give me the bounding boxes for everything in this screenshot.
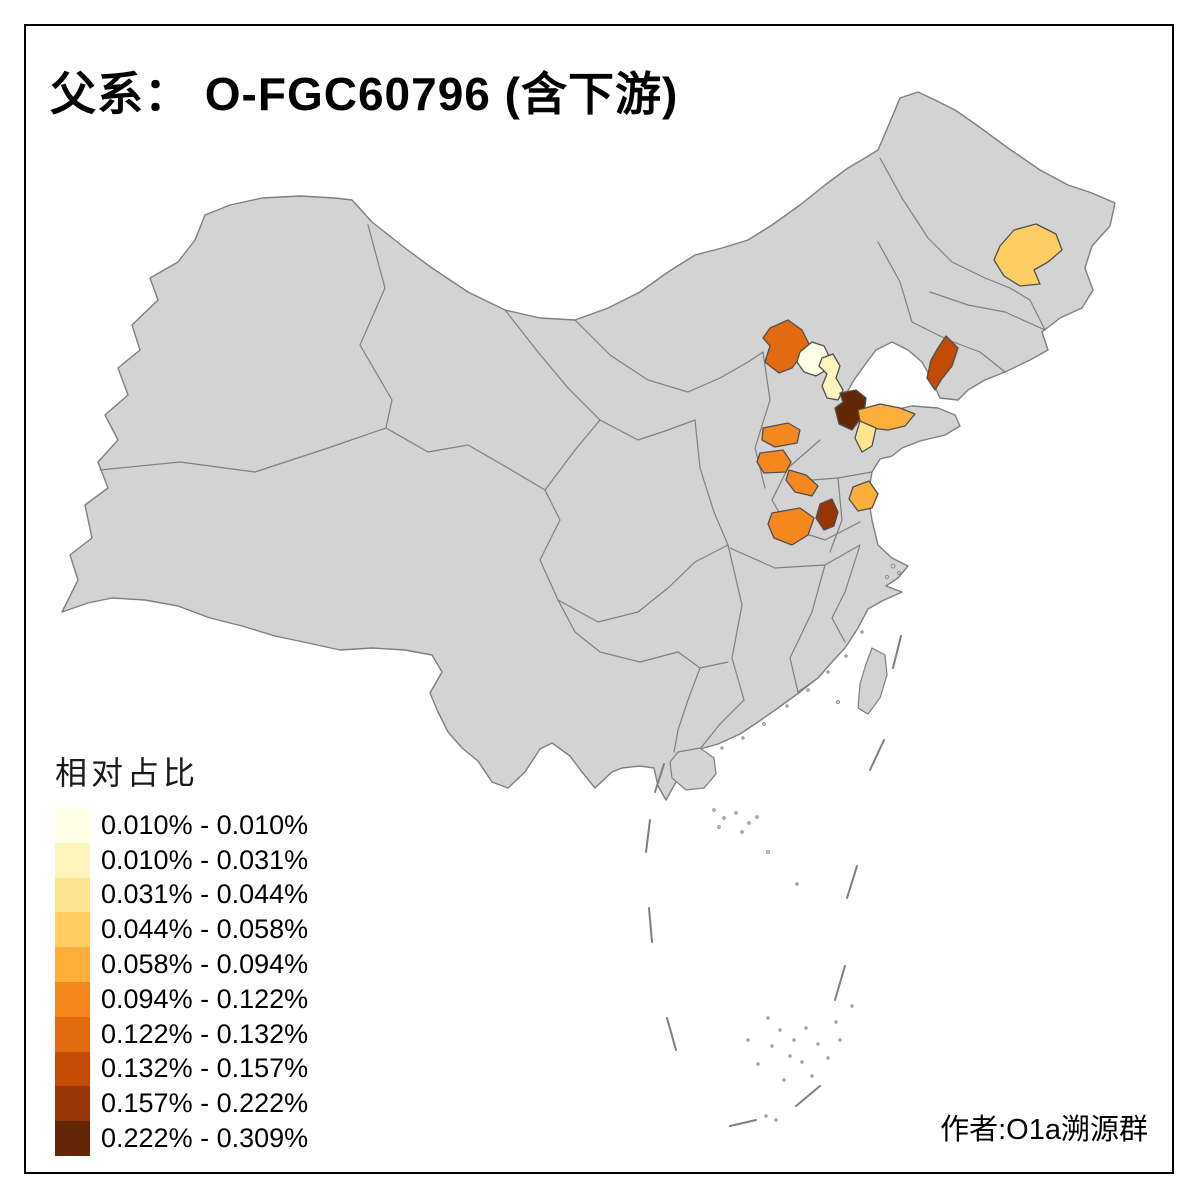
- legend-color-swatch: [55, 912, 90, 948]
- region-heilongjiang-central: [993, 223, 1063, 287]
- legend-label: 0.010% - 0.031%: [101, 844, 309, 875]
- legend-label: 0.010% - 0.010%: [101, 809, 309, 840]
- legend-label: 0.157% - 0.222%: [101, 1088, 309, 1119]
- legend-label: 0.132% - 0.157%: [101, 1053, 309, 1084]
- legend-item: 0.132% - 0.157%: [55, 1051, 309, 1087]
- legend-title: 相对占比: [55, 755, 200, 791]
- region-henan-north: [785, 469, 819, 497]
- legend-color-swatch: [55, 877, 90, 913]
- region-liaoning-south-peninsula: [926, 335, 959, 391]
- author-credit: 作者:O1a溯源群: [940, 1114, 1148, 1146]
- legend-label: 0.122% - 0.132%: [101, 1018, 309, 1049]
- legend: 相对占比 0.010% - 0.010% 0.010% - 0.031% 0.031…: [55, 748, 308, 1156]
- legend-item: 0.010% - 0.010%: [55, 808, 308, 843]
- legend-label: 0.031% - 0.044%: [101, 879, 309, 910]
- legend-item: 0.010% - 0.031%: [55, 842, 309, 878]
- region-anhui-north: [848, 480, 879, 512]
- legend-item: 0.222% - 0.309%: [55, 1121, 308, 1156]
- hainan-shape: [669, 747, 717, 791]
- legend-item: 0.031% - 0.044%: [55, 877, 309, 913]
- legend-color-swatch: [55, 947, 90, 982]
- region-hebei-southeast-coastal: [834, 389, 867, 431]
- taiwan-shape: [857, 647, 888, 715]
- region-tianjin: [818, 353, 844, 401]
- mainland-china-shape: [61, 91, 1116, 801]
- legend-label: 0.044% - 0.058%: [101, 914, 309, 945]
- legend-color-swatch: [55, 981, 90, 1017]
- legend-item: 0.058% - 0.094%: [55, 947, 308, 982]
- region-henan-west: [767, 507, 815, 546]
- legend-item: 0.122% - 0.132%: [55, 1016, 309, 1052]
- legend-color-swatch: [55, 1121, 90, 1156]
- region-shanxi-east: [761, 422, 801, 448]
- region-shanxi-southeast: [756, 449, 792, 474]
- legend-color-swatch: [55, 1051, 90, 1087]
- legend-label: 0.222% - 0.309%: [101, 1123, 309, 1154]
- island-specks: [712, 563, 901, 1122]
- nine-dash-line: [645, 635, 902, 1127]
- legend-item: 0.157% - 0.222%: [55, 1086, 309, 1122]
- legend-color-swatch: [55, 1086, 90, 1122]
- legend-label: 0.058% - 0.094%: [101, 949, 309, 980]
- legend-color-swatch: [55, 842, 90, 878]
- legend-item: 0.044% - 0.058%: [55, 912, 309, 948]
- legend-color-swatch: [55, 808, 90, 843]
- legend-color-swatch: [55, 1016, 90, 1052]
- region-shandong-peninsula-south: [854, 420, 877, 453]
- region-hebei-northwest: [762, 319, 811, 374]
- page-title: 父系： O-FGC60796 (含下游): [50, 68, 679, 120]
- legend-label: 0.094% - 0.122%: [101, 983, 309, 1014]
- legend-items: 0.010% - 0.010% 0.010% - 0.031% 0.031% - 0…: [55, 808, 308, 1156]
- region-henan-central: [815, 498, 839, 531]
- legend-item: 0.094% - 0.122%: [55, 981, 309, 1017]
- highlighted-regions: [756, 223, 1063, 546]
